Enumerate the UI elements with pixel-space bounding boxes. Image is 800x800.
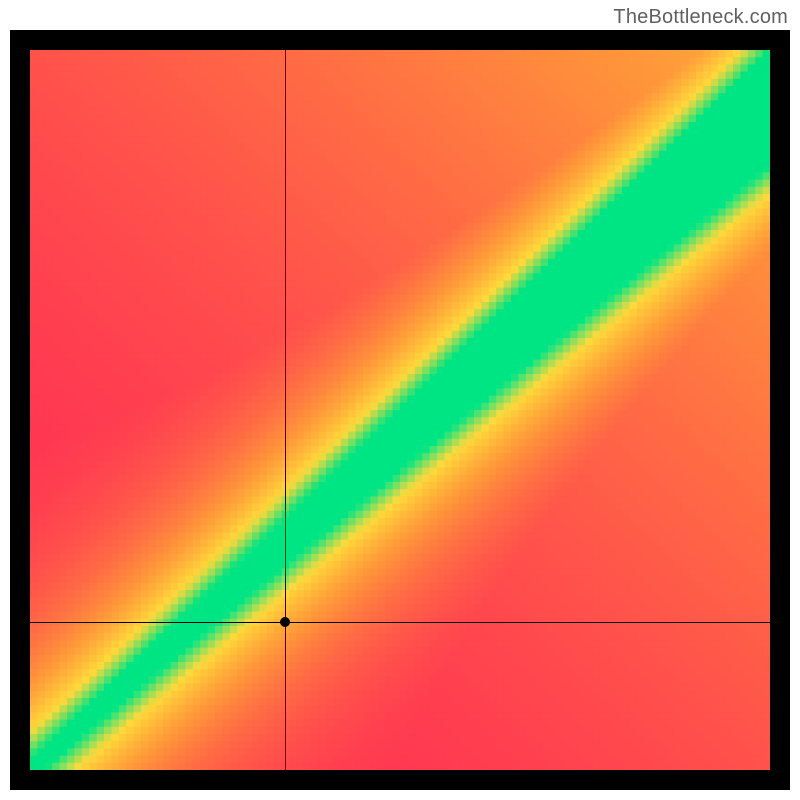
crosshair-horizontal bbox=[30, 622, 770, 623]
watermark-text: TheBottleneck.com bbox=[613, 6, 788, 29]
bottleneck-heatmap bbox=[30, 50, 770, 770]
selected-point bbox=[280, 617, 290, 627]
chart-outer-frame bbox=[10, 30, 790, 790]
crosshair-vertical bbox=[285, 50, 286, 770]
